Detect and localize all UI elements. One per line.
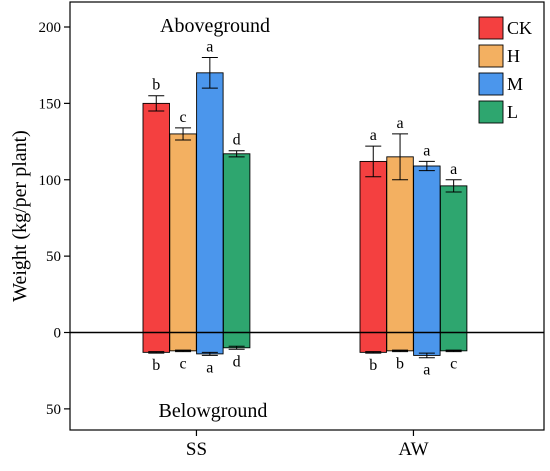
legend-swatch (478, 100, 504, 124)
significance-label: b (396, 356, 404, 373)
bar-below (222, 332, 251, 349)
significance-label: c (179, 109, 186, 126)
bar-below (142, 332, 170, 353)
significance-label: c (450, 356, 457, 373)
legend-label: H (507, 46, 520, 66)
y-tick-label: 100 (39, 173, 62, 189)
y-axis-ticks: 0 50 100 150 200 50 (39, 20, 70, 418)
significance-label: b (369, 357, 377, 374)
bar-below (359, 332, 387, 353)
x-axis-ticks: SS AW (186, 430, 429, 460)
bar-below (169, 332, 197, 352)
significance-label: d (233, 353, 241, 370)
y-tick-label: 200 (39, 20, 62, 36)
significance-label: b (152, 357, 160, 374)
bar-above (142, 102, 170, 333)
y-tick-label: 50 (46, 249, 61, 265)
bar-below (439, 332, 468, 352)
plot-frame (69, 1, 545, 431)
significance-label: a (370, 127, 377, 144)
bar-above (196, 72, 224, 333)
bars-group: b b a b c c a b a a a a d d a c (142, 39, 468, 379)
bar-above (439, 185, 468, 333)
legend-swatch (478, 16, 504, 40)
y-tick-label: 150 (39, 96, 62, 112)
significance-label: d (233, 132, 241, 149)
aboveground-label: Aboveground (160, 15, 270, 37)
bar-below (413, 332, 441, 356)
x-tick-label: AW (398, 439, 428, 460)
y-axis-title: Weight (kg/per plant) (9, 130, 31, 302)
legend-swatch (478, 72, 504, 96)
significance-label: a (423, 142, 430, 159)
legend-label: CK (507, 18, 532, 38)
bar-above (359, 160, 387, 333)
y-tick-label: 0 (54, 326, 62, 342)
y-tick-label: 50 (46, 402, 61, 418)
legend-label: M (507, 74, 523, 94)
bar-above (169, 133, 197, 333)
significance-label: c (179, 356, 186, 373)
bar-below (386, 332, 414, 352)
belowground-label: Belowground (159, 400, 268, 422)
significance-label: a (206, 39, 213, 56)
legend-label: L (507, 102, 518, 122)
bar-below (196, 332, 224, 355)
legend: CK HML (478, 16, 532, 124)
significance-label: a (423, 362, 430, 379)
significance-label: a (450, 161, 457, 178)
significance-label: a (206, 359, 213, 376)
bar-above (386, 156, 414, 333)
bar-above (413, 165, 441, 333)
significance-label: a (396, 115, 403, 132)
x-tick-label: SS (186, 439, 207, 460)
legend-swatch (478, 44, 504, 68)
bar-above (222, 153, 251, 333)
significance-label: b (152, 77, 160, 94)
